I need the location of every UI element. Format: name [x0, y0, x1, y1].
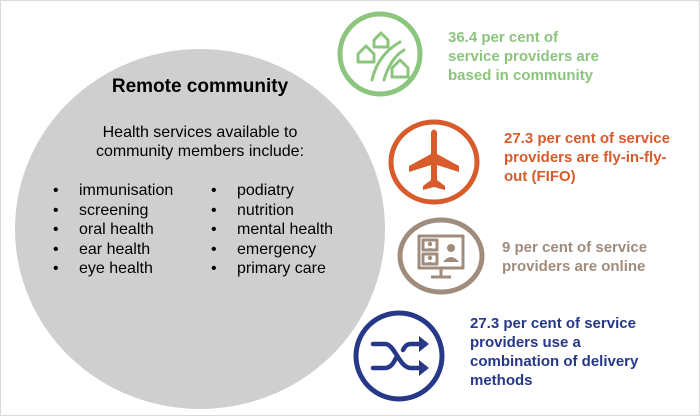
text-line: providers are online: [502, 258, 646, 275]
text-line: 36.4 per cent of: [448, 29, 559, 46]
services-list-left: immunisation screening oral health ear h…: [53, 181, 173, 279]
provider-fifo-text: 27.3 per cent of service providers are f…: [504, 129, 670, 186]
video-call-icon: [396, 216, 486, 296]
service-item: nutrition: [211, 201, 333, 221]
service-item: ear health: [53, 240, 173, 260]
service-item: primary care: [211, 259, 333, 279]
text-line: providers use a: [470, 334, 581, 351]
text-line: 27.3 per cent of service: [504, 130, 670, 147]
provider-online-text: 9 per cent of service providers are onli…: [502, 238, 647, 276]
services-list-right: podiatry nutrition mental health emergen…: [211, 181, 333, 279]
text-line: based in community: [448, 67, 594, 84]
text-line: methods: [470, 372, 533, 389]
community-intro: Health services available to community m…: [70, 123, 330, 161]
remote-community-circle: Remote community Health services availab…: [15, 49, 385, 409]
provider-in-community-text: 36.4 per cent of service providers are b…: [448, 28, 599, 85]
service-item: immunisation: [53, 181, 173, 201]
text-line: providers are fly-in-fly-: [504, 149, 667, 166]
provider-combination-text: 27.3 per cent of service providers use a…: [470, 314, 638, 390]
text-line: combination of delivery: [470, 353, 639, 370]
shuffle-arrows-icon: [351, 308, 447, 404]
text-line: 27.3 per cent of service: [470, 315, 636, 332]
text-line: 9 per cent of service: [502, 239, 648, 256]
intro-line: Health services available to: [102, 124, 298, 141]
airplane-icon: [387, 118, 481, 206]
service-item: screening: [53, 201, 173, 221]
service-item: emergency: [211, 240, 333, 260]
service-item: oral health: [53, 220, 173, 240]
intro-line: community members include:: [95, 143, 305, 160]
community-title: Remote community: [111, 76, 289, 97]
text-line: service providers are: [448, 48, 599, 65]
service-item: podiatry: [211, 181, 333, 201]
service-item: mental health: [211, 220, 333, 240]
service-item: eye health: [53, 259, 173, 279]
houses-road-icon: [336, 10, 424, 98]
text-line: out (FIFO): [504, 168, 576, 185]
